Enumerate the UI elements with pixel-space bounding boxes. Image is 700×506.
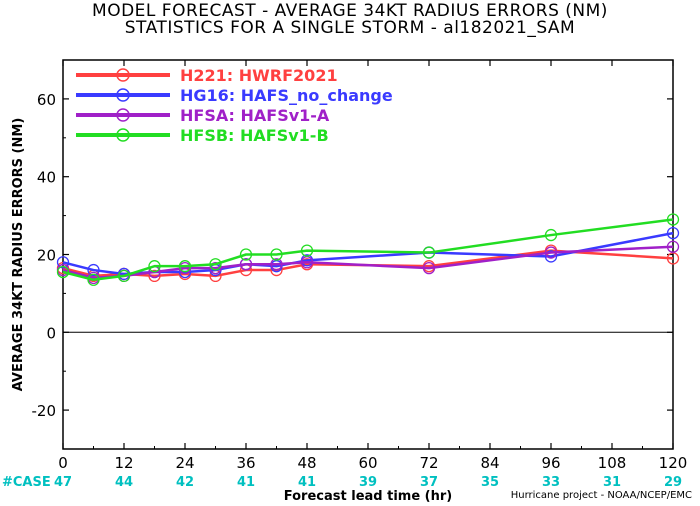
x-tick-label: 48	[297, 454, 316, 472]
case-count: 37	[420, 475, 438, 490]
x-tick-label: 84	[480, 454, 499, 472]
data-point-h221	[666, 252, 680, 265]
y-tick-label: -20	[32, 402, 57, 420]
x-tick-label: 96	[541, 454, 560, 472]
data-point-hg16	[87, 263, 100, 277]
data-point-hfsb	[300, 244, 314, 257]
data-point-h221	[148, 269, 161, 283]
chart-title: MODEL FORECAST - AVERAGE 34KT RADIUS ERR…	[92, 1, 608, 21]
case-count: 29	[664, 475, 682, 490]
data-point-hg16	[56, 256, 70, 269]
legend-label-h221: H221: HWRF2021	[180, 66, 338, 85]
data-point-hfsa	[270, 258, 283, 271]
data-point-hfsa	[239, 258, 253, 271]
data-point-hfsb	[422, 246, 436, 259]
data-point-hfsa	[666, 240, 680, 253]
y-tick-label: 40	[37, 169, 56, 187]
legend-label-hfsa: HFSA: HAFSv1-A	[180, 106, 330, 125]
data-point-hfsb	[666, 213, 680, 226]
y-axis-label: AVERAGE 34KT RADIUS ERRORS (NM)	[11, 118, 26, 392]
data-point-hfsb	[148, 260, 161, 273]
case-count: 35	[481, 475, 499, 490]
data-point-hg16	[666, 226, 680, 240]
legend-marker-h221	[116, 68, 130, 82]
legend-label-hfsb: HFSB: HAFSv1-B	[180, 126, 329, 145]
x-tick-label: 120	[659, 454, 688, 472]
case-count: 39	[359, 475, 377, 490]
legend-label-hg16: HG16: HAFS_no_change	[180, 86, 393, 105]
y-tick-label: 0	[46, 324, 56, 342]
case-count: 41	[237, 475, 255, 490]
case-count: 31	[603, 475, 621, 490]
data-point-hfsa	[300, 256, 314, 269]
legend-marker-hg16	[116, 88, 130, 102]
case-count: 47	[54, 475, 72, 490]
x-tick-label: 12	[114, 454, 133, 472]
legend-marker-hfsa	[116, 108, 130, 122]
legend-marker-hfsb	[116, 128, 130, 142]
data-point-hfsa	[209, 261, 222, 275]
x-tick-label: 72	[419, 454, 438, 472]
data-point-hfsb	[178, 260, 192, 273]
data-point-hfsb	[56, 265, 70, 279]
plot-area: 0 12 24 36 48 60 72 84 96 108 120 -20 0 20 40 60 Forecas…	[2, 59, 688, 504]
data-point-hfsa	[544, 246, 558, 259]
data-point-hfsb	[87, 273, 100, 286]
data-point-hfsb	[544, 228, 558, 242]
data-point-hg16	[544, 250, 558, 263]
case-count: 44	[115, 475, 133, 490]
case-count: 41	[298, 475, 316, 490]
x-tick-label: 108	[598, 454, 627, 472]
plot-frame	[62, 59, 674, 450]
credit-text: Hurricane project - NOAA/NCEP/EMC	[510, 490, 692, 501]
chart-subtitle: STATISTICS FOR A SINGLE STORM - al182021…	[124, 18, 576, 38]
x-tick-label: 24	[175, 454, 194, 472]
x-axis-label: Forecast lead time (hr)	[284, 489, 452, 504]
case-count: 33	[542, 475, 560, 490]
x-tick-label: 0	[58, 454, 68, 472]
case-count: 42	[176, 475, 194, 490]
data-point-hfsb	[239, 248, 253, 261]
case-label: #CASE	[2, 475, 51, 490]
x-tick-label: 60	[358, 454, 377, 472]
data-point-hfsb	[270, 248, 283, 261]
data-point-hfsb	[117, 269, 131, 283]
x-tick-label: 36	[236, 454, 255, 472]
y-tick-label: 20	[37, 247, 56, 265]
y-tick-label: 60	[37, 91, 56, 109]
data-point-hfsb	[209, 258, 222, 271]
data-point-hfsa	[422, 261, 436, 275]
